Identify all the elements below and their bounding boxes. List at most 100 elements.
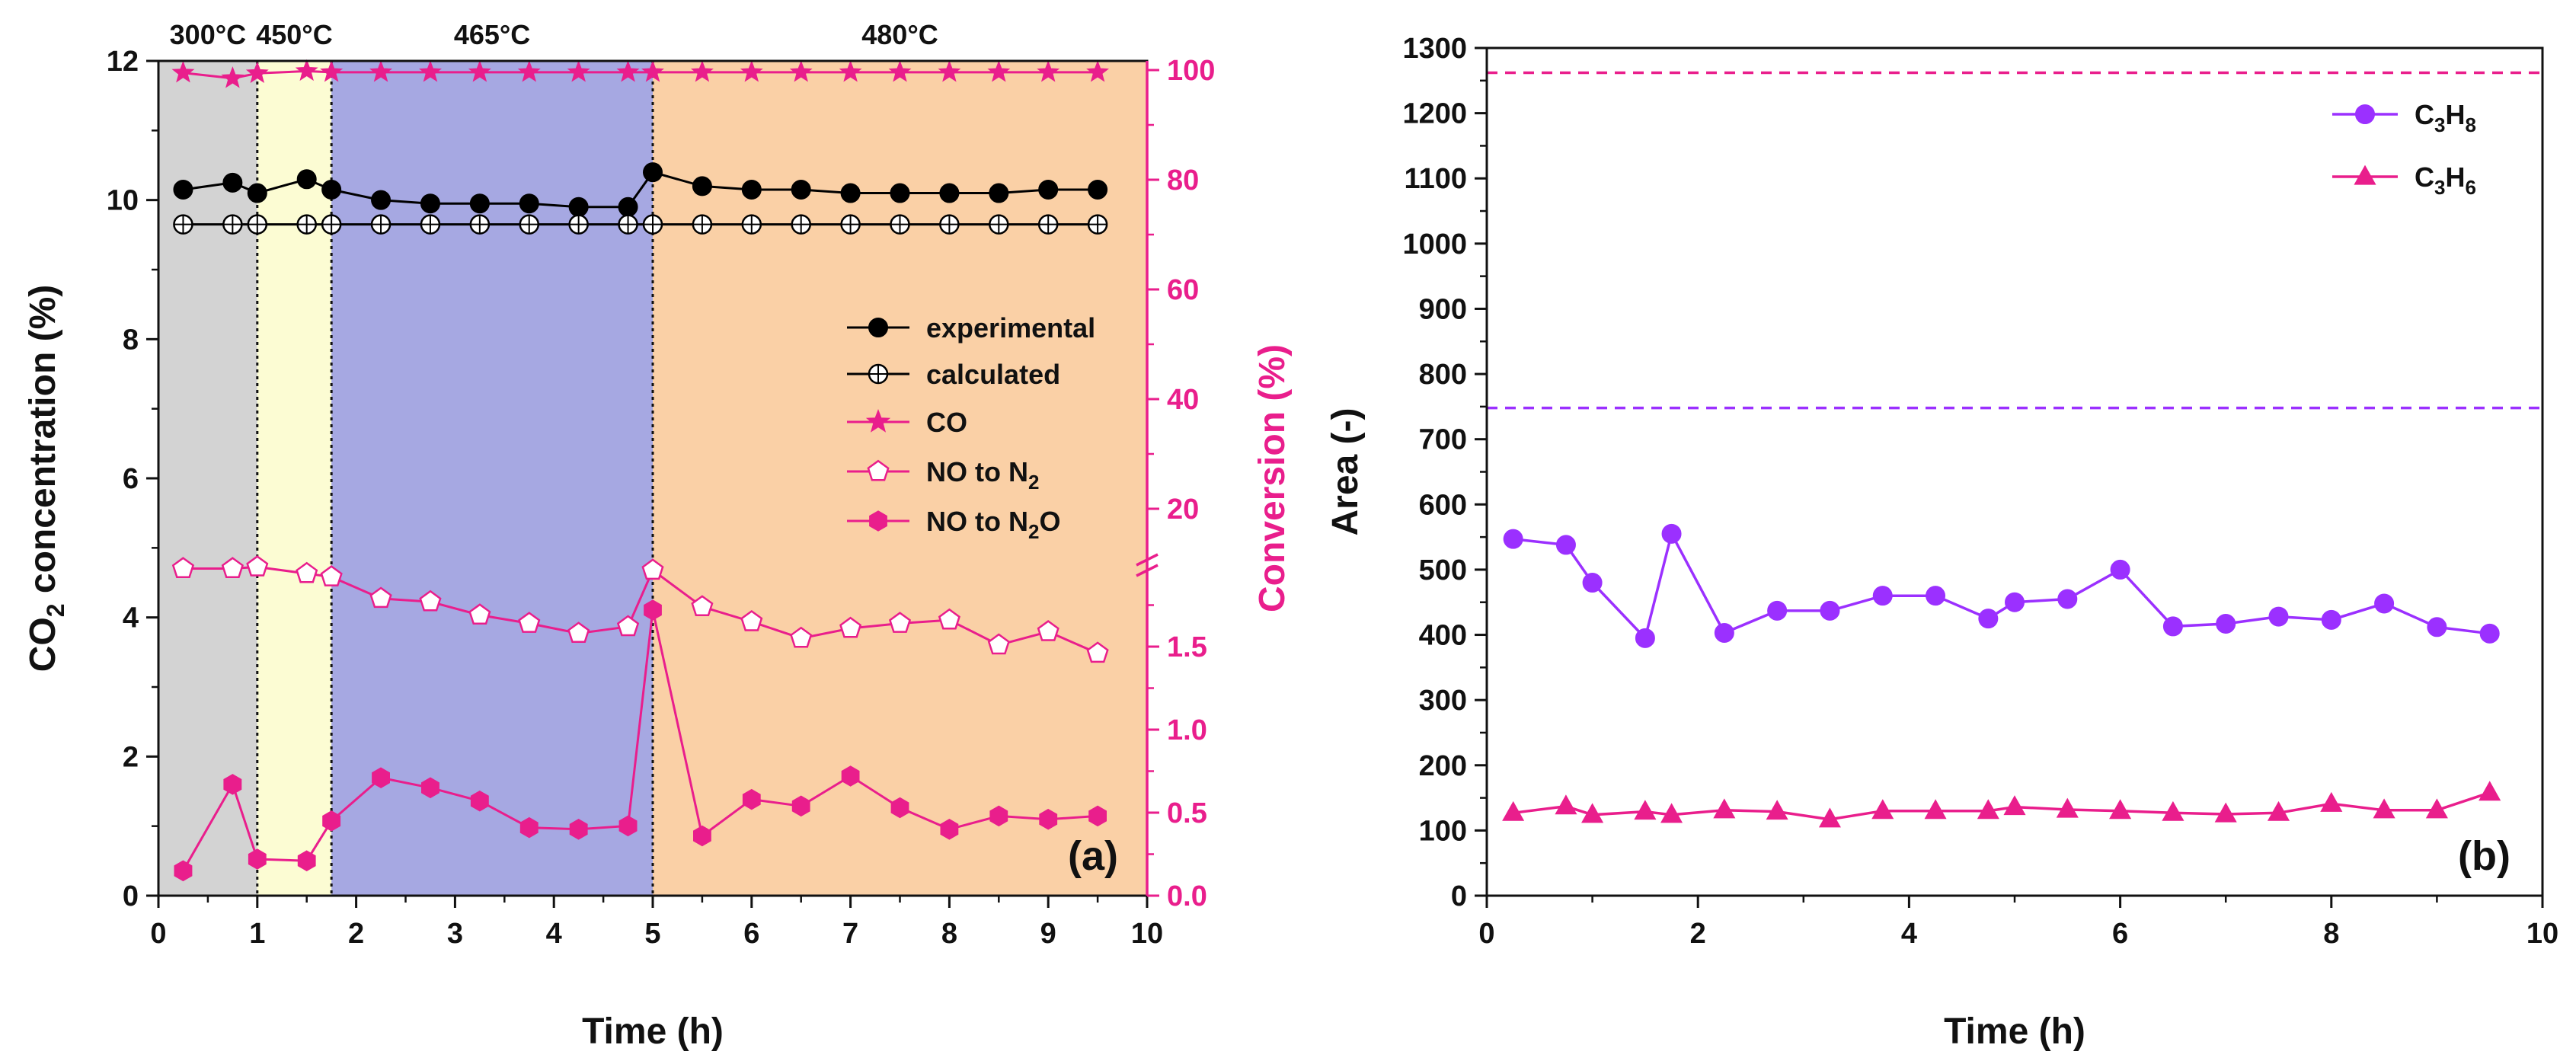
- data-point: [371, 190, 392, 210]
- data-point: [841, 765, 860, 787]
- data-point: [643, 162, 663, 183]
- data-point: [248, 848, 267, 870]
- panel-label: (b): [2458, 833, 2510, 879]
- data-point: [519, 816, 539, 839]
- y-left-tick-label: 6: [123, 463, 139, 495]
- data-point: [1037, 60, 1060, 82]
- data-point: [2479, 623, 2500, 644]
- data-point: [618, 197, 638, 217]
- data-point: [938, 608, 960, 630]
- data-point: [1977, 799, 1999, 820]
- data-point: [741, 214, 762, 235]
- data-point: [742, 788, 761, 810]
- y-left-tick-label: 8: [123, 324, 139, 356]
- legend-marker: [868, 318, 888, 337]
- data-point: [691, 595, 714, 617]
- y-tick-label: 300: [1419, 685, 1467, 717]
- data-point: [840, 214, 861, 235]
- data-point: [2427, 617, 2447, 637]
- data-point: [692, 214, 713, 235]
- data-point: [938, 60, 961, 82]
- y-tick-label: 100: [1419, 815, 1467, 847]
- data-point: [2267, 800, 2290, 821]
- data-point: [940, 819, 959, 840]
- series-0: [1503, 523, 2500, 648]
- data-point: [2056, 797, 2079, 818]
- data-point: [839, 60, 862, 82]
- data-point: [320, 60, 344, 82]
- data-point: [616, 615, 640, 637]
- y-tick-label: 1100: [1405, 163, 1467, 195]
- y-right-tick-label: 20: [1167, 494, 1199, 526]
- data-point: [246, 555, 269, 577]
- data-point: [890, 214, 910, 235]
- data-point: [692, 176, 712, 197]
- y-left-tick-label: 10: [107, 185, 139, 217]
- data-point: [420, 214, 441, 235]
- data-point: [1555, 535, 1576, 555]
- data-point: [2162, 800, 2184, 821]
- data-point: [2005, 592, 2025, 612]
- data-point: [369, 60, 393, 82]
- y-tick-label: 0: [1451, 880, 1467, 912]
- data-point: [890, 183, 910, 203]
- data-point: [1926, 586, 1946, 606]
- x-tick-label: 8: [2323, 918, 2339, 950]
- data-point: [468, 603, 491, 625]
- data-point: [468, 60, 491, 82]
- y-left-tick-label: 12: [107, 46, 139, 78]
- x-tick-label: 1: [249, 918, 265, 950]
- data-point: [740, 60, 763, 82]
- y-right-tick-label: 0.0: [1167, 880, 1207, 912]
- data-point: [2216, 613, 2236, 634]
- x-tick-label: 8: [941, 918, 957, 950]
- data-point: [641, 60, 664, 82]
- series-2: [171, 59, 1110, 88]
- data-point: [989, 805, 1008, 827]
- data-point: [519, 193, 539, 214]
- series-4: [174, 599, 1107, 882]
- data-point: [888, 612, 912, 633]
- legend: C3H8 C3H6: [2332, 99, 2476, 199]
- x-axis-title: Time (h): [1944, 1011, 2085, 1052]
- y-right-tick-label: 60: [1167, 274, 1199, 306]
- x-tick-label: 2: [1690, 918, 1706, 950]
- data-point: [1820, 600, 1840, 621]
- legend-marker: [2355, 104, 2375, 124]
- temperature-region: [257, 61, 332, 896]
- data-point: [518, 612, 541, 633]
- data-point: [2057, 589, 2078, 609]
- data-point: [1088, 179, 1108, 200]
- y-tick-label: 400: [1419, 620, 1467, 652]
- data-point: [888, 60, 912, 82]
- data-point: [642, 214, 663, 235]
- x-tick-label: 6: [743, 918, 759, 950]
- data-point: [470, 790, 489, 812]
- legend-marker: [865, 408, 891, 433]
- data-point: [418, 60, 442, 82]
- data-point: [1872, 586, 1893, 606]
- y-right-tick-label: 100: [1167, 55, 1215, 87]
- data-point: [297, 850, 316, 871]
- data-point: [2268, 606, 2289, 627]
- data-point: [987, 60, 1011, 82]
- data-point: [1086, 641, 1109, 663]
- data-point: [1039, 808, 1058, 830]
- y-tick-label: 1200: [1402, 98, 1467, 130]
- data-point: [791, 179, 811, 200]
- data-point: [839, 616, 862, 638]
- y-left-axis-title: CO2 concentration (%): [23, 285, 69, 672]
- data-point: [174, 860, 193, 882]
- data-point: [247, 214, 268, 235]
- x-tick-label: 7: [842, 918, 858, 950]
- data-point: [421, 777, 439, 799]
- series-1: [1502, 781, 2501, 828]
- y-tick-label: 800: [1419, 359, 1467, 391]
- data-point: [1582, 573, 1603, 593]
- data-point: [173, 214, 193, 235]
- data-point: [296, 561, 318, 583]
- data-point: [2110, 559, 2130, 580]
- y-tick-label: 1300: [1402, 33, 1467, 65]
- x-tick-label: 10: [2526, 918, 2558, 950]
- x-tick-label: 0: [1478, 918, 1494, 950]
